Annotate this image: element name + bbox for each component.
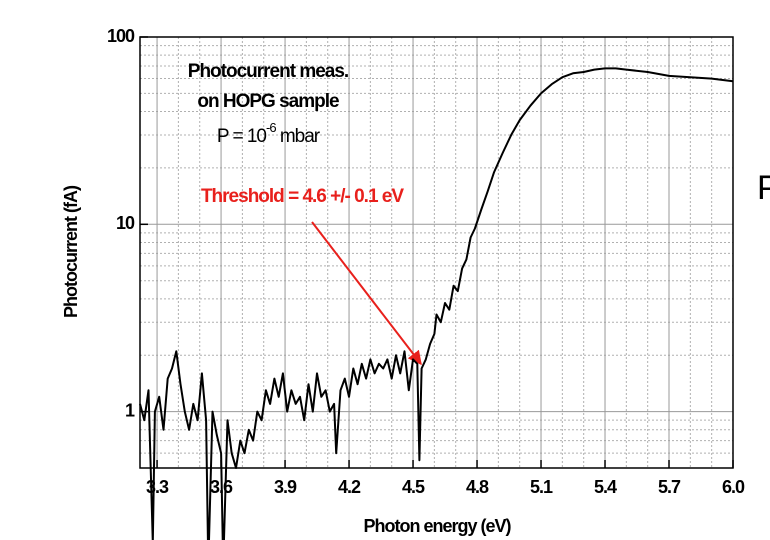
x-tick-label: 4.5 (402, 477, 425, 497)
x-tick-label: 4.8 (466, 477, 489, 497)
pressure-label: P = 10-6 mbar (217, 120, 321, 147)
side-text: P (757, 169, 770, 207)
x-tick-label: 3.3 (146, 477, 169, 497)
annotation: on HOPG sample (197, 91, 339, 112)
y-tick-label: 10 (116, 213, 135, 233)
pressure-prefix: P = 10 (217, 126, 267, 147)
data-line (139, 67, 734, 540)
threshold-label: Threshold = 4.6 +/- 0.1 eV (201, 186, 404, 207)
pressure-suffix: mbar (276, 126, 321, 147)
y-axis-label: Photocurrent (fA) (61, 185, 81, 318)
threshold-arrow (311, 221, 422, 366)
y-tick-label: 1 (125, 400, 135, 420)
x-tick-label: 5.1 (530, 477, 553, 497)
x-tick-label: 4.2 (338, 477, 361, 497)
plot-frame (139, 36, 734, 469)
x-tick-label: 5.4 (594, 477, 617, 497)
x-axis-label: Photon energy (eV) (363, 516, 511, 536)
annotation: Photocurrent meas. (188, 61, 348, 82)
pressure-exponent: -6 (266, 120, 276, 135)
x-tick-label: 3.9 (274, 477, 297, 497)
x-tick-label: 6.0 (722, 477, 745, 497)
x-tick-label: 5.7 (658, 477, 681, 497)
y-tick-label: 100 (107, 26, 135, 46)
